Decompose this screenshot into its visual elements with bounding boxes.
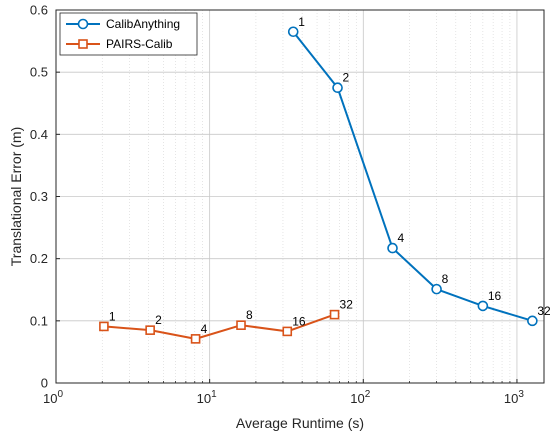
point-label: 2 xyxy=(155,313,162,327)
point-label: 32 xyxy=(340,298,354,312)
x-tick-exponent: 2 xyxy=(365,389,371,400)
point-label: 8 xyxy=(442,272,449,286)
x-tick-exponent: 1 xyxy=(211,389,217,400)
y-axis-title: Translational Error (m) xyxy=(8,127,24,267)
x-tick-base: 10 xyxy=(43,391,57,406)
data-point xyxy=(329,309,340,320)
legend-marker xyxy=(77,18,89,30)
data-point xyxy=(477,300,489,312)
legend-marker xyxy=(78,39,88,49)
x-tick-base: 10 xyxy=(350,391,364,406)
x-tick-label: 102 xyxy=(350,389,370,406)
point-label: 16 xyxy=(292,314,306,328)
point-label: 4 xyxy=(398,231,405,245)
x-tick-base: 10 xyxy=(197,391,211,406)
series-line-calibanything xyxy=(292,31,533,322)
point-label: 16 xyxy=(488,289,502,303)
legend-label: CalibAnything xyxy=(106,17,180,31)
x-axis-title: Average Runtime (s) xyxy=(236,415,364,431)
data-point xyxy=(190,334,201,344)
x-tick-label: 103 xyxy=(504,389,524,406)
x-tick-label: 101 xyxy=(197,389,217,406)
point-label: 2 xyxy=(343,71,350,85)
y-tick-label: 0.6 xyxy=(30,3,48,18)
y-tick-label: 0.1 xyxy=(30,313,48,328)
x-tick-exponent: 0 xyxy=(57,389,63,400)
y-tick-label: 0.3 xyxy=(30,189,48,204)
data-point xyxy=(99,321,109,332)
series-layer xyxy=(99,26,538,344)
data-point xyxy=(282,326,293,337)
point-label: 8 xyxy=(246,308,253,322)
data-point xyxy=(332,82,343,94)
series-line-pairs-calib xyxy=(103,313,335,340)
x-tick-base: 10 xyxy=(504,391,518,406)
point-label: 1 xyxy=(298,15,305,29)
point-label: 4 xyxy=(201,322,208,336)
legend-label: PAIRS-Calib xyxy=(106,37,173,51)
x-tick-label: 100 xyxy=(43,389,63,406)
y-tick-label: 0.4 xyxy=(30,127,48,142)
data-point xyxy=(387,242,398,254)
legend: CalibAnything PAIRS-Calib xyxy=(59,12,198,56)
data-point xyxy=(287,26,299,38)
data-point xyxy=(431,283,442,295)
data-point xyxy=(527,315,538,327)
y-tick-label: 0.5 xyxy=(30,65,48,80)
point-label: 1 xyxy=(109,309,116,323)
y-tick-label: 0.2 xyxy=(30,251,48,266)
data-point xyxy=(145,325,155,335)
y-tick-label: 0 xyxy=(41,376,48,391)
x-tick-exponent: 3 xyxy=(518,389,524,400)
data-point xyxy=(236,320,246,330)
